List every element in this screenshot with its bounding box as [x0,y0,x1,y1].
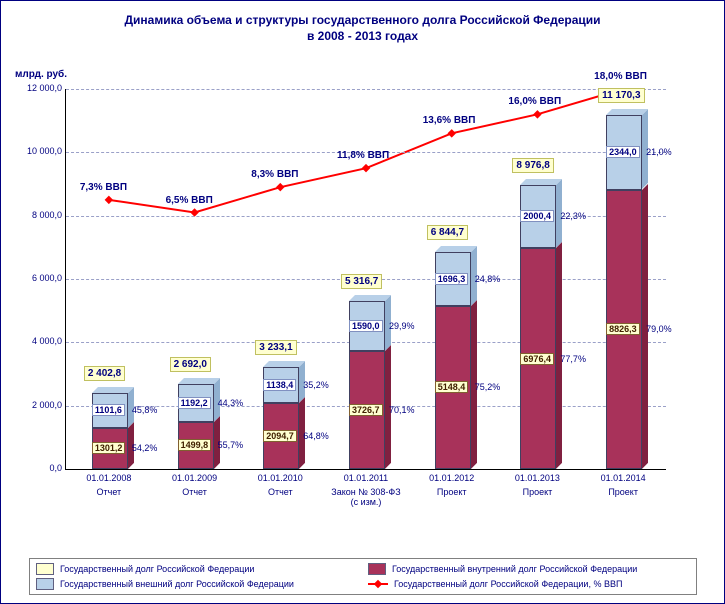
internal-pct-label: 75,2% [475,382,501,392]
total-value-label: 5 316,7 [341,274,382,289]
x-date-label: 01.01.2011 [331,473,401,483]
legend-gdp-label: Государственный долг Российской Федераци… [394,579,622,589]
swatch-total [36,563,54,575]
legend-total-label: Государственный долг Российской Федераци… [60,564,254,574]
title-line2: в 2008 - 2013 годах [11,29,714,43]
y-tick-label: 8 000,0 [8,210,62,220]
internal-value-label: 5148,4 [435,381,469,393]
category: 2094,71138,464,8%35,2%3 233,18,3% ВВП01.… [245,89,315,469]
x-sub-label: Проект [588,487,658,497]
external-pct-label: 45,8% [132,405,158,415]
y-axis-label: млрд. руб. [15,69,67,80]
external-value-label: 1590,0 [349,320,383,332]
internal-value-label: 1499,8 [178,439,212,451]
category: 1301,21101,654,2%45,8%2 402,87,3% ВВП01.… [74,89,144,469]
internal-value-label: 8826,3 [606,323,640,335]
gdp-pct-label: 18,0% ВВП [594,71,647,82]
y-tick-label: 10 000,0 [8,146,62,156]
total-value-label: 2 402,8 [84,366,125,381]
total-value-label: 3 233,1 [255,340,296,355]
bar-top [349,295,391,301]
internal-pct-label: 55,7% [218,440,244,450]
y-tick-label: 0,0 [8,463,62,473]
gdp-pct-label: 16,0% ВВП [508,96,561,107]
external-value-label: 1192,2 [178,397,211,409]
category: 8826,32344,079,0%21,0%11 170,318,0% ВВП0… [588,89,658,469]
category: 6976,42000,477,7%22,3%8 976,816,0% ВВП01… [502,89,572,469]
legend-total: Государственный долг Российской Федераци… [36,563,358,575]
legend: Государственный долг Российской Федераци… [29,558,697,595]
external-value-label: 2344,0 [606,146,640,158]
plot-area: 0,02 000,04 000,06 000,08 000,010 000,01… [65,89,666,470]
internal-value-label: 3726,7 [349,404,383,416]
external-pct-label: 29,9% [389,321,415,331]
gdp-pct-label: 7,3% ВВП [80,182,127,193]
x-sub-label: Отчет [245,487,315,497]
x-date-label: 01.01.2008 [74,473,144,483]
x-date-label: 01.01.2012 [417,473,487,483]
category: 5148,41696,375,2%24,8%6 844,713,6% ВВП01… [417,89,487,469]
swatch-external [36,578,54,590]
internal-pct-label: 64,8% [303,431,329,441]
gdp-pct-label: 11,8% ВВП [337,150,389,161]
legend-gdp-line: Государственный долг Российской Федераци… [368,578,690,590]
x-date-label: 01.01.2013 [502,473,572,483]
chart-frame: Динамика объема и структуры государствен… [0,0,725,604]
external-value-label: 1696,3 [435,273,469,285]
internal-value-label: 1301,2 [92,442,126,454]
legend-external-label: Государственный внешний долг Российской … [60,579,294,589]
gdp-pct-label: 6,5% ВВП [166,195,213,206]
external-value-label: 1138,4 [263,379,296,391]
stacked-bar [606,115,642,469]
total-value-label: 8 976,8 [512,158,553,173]
bar-top [263,361,305,367]
y-tick-label: 12 000,0 [8,83,62,93]
legend-internal-label: Государственный внутренний долг Российск… [392,564,637,574]
external-value-label: 2000,4 [520,210,554,222]
external-pct-label: 21,0% [646,147,672,157]
bar-top [606,109,648,115]
category: 3726,71590,070,1%29,9%5 316,711,8% ВВП01… [331,89,401,469]
bar-top [178,378,220,384]
x-date-label: 01.01.2014 [588,473,658,483]
swatch-internal [368,563,386,575]
category: 1499,81192,255,7%44,3%2 692,06,5% ВВП01.… [160,89,230,469]
legend-external: Государственный внешний долг Российской … [36,578,358,590]
x-date-label: 01.01.2009 [160,473,230,483]
bar-top [520,179,562,185]
external-value-label: 1101,6 [92,404,125,416]
total-value-label: 6 844,7 [427,225,468,240]
x-sub-label: Проект [502,487,572,497]
chart-title: Динамика объема и структуры государствен… [1,1,724,47]
x-sub-label: Проект [417,487,487,497]
internal-value-label: 2094,7 [263,430,297,442]
external-pct-label: 24,8% [475,274,501,284]
external-pct-label: 44,3% [218,398,244,408]
total-value-label: 11 170,3 [598,88,644,103]
y-tick-label: 2 000,0 [8,400,62,410]
external-pct-label: 35,2% [303,380,329,390]
y-tick-label: 4 000,0 [8,336,62,346]
bar-top [92,387,134,393]
external-pct-label: 22,3% [560,211,586,221]
x-sub-label: Отчет [74,487,144,497]
internal-pct-label: 77,7% [560,354,586,364]
internal-pct-label: 70,1% [389,405,415,415]
legend-internal: Государственный внутренний долг Российск… [368,563,690,575]
total-value-label: 2 692,0 [170,357,211,372]
title-line1: Динамика объема и структуры государствен… [124,13,600,27]
internal-pct-label: 79,0% [646,324,672,334]
x-sub-label: Отчет [160,487,230,497]
swatch-line [368,583,388,585]
x-date-label: 01.01.2010 [245,473,315,483]
internal-value-label: 6976,4 [520,353,554,365]
stacked-bar [520,185,556,469]
x-sub-label: Закон № 308-ФЗ (с изм.) [331,487,401,507]
bar-top [435,246,477,252]
gdp-pct-label: 8,3% ВВП [251,169,298,180]
internal-pct-label: 54,2% [132,443,158,453]
gdp-pct-label: 13,6% ВВП [423,115,476,126]
y-tick-label: 6 000,0 [8,273,62,283]
